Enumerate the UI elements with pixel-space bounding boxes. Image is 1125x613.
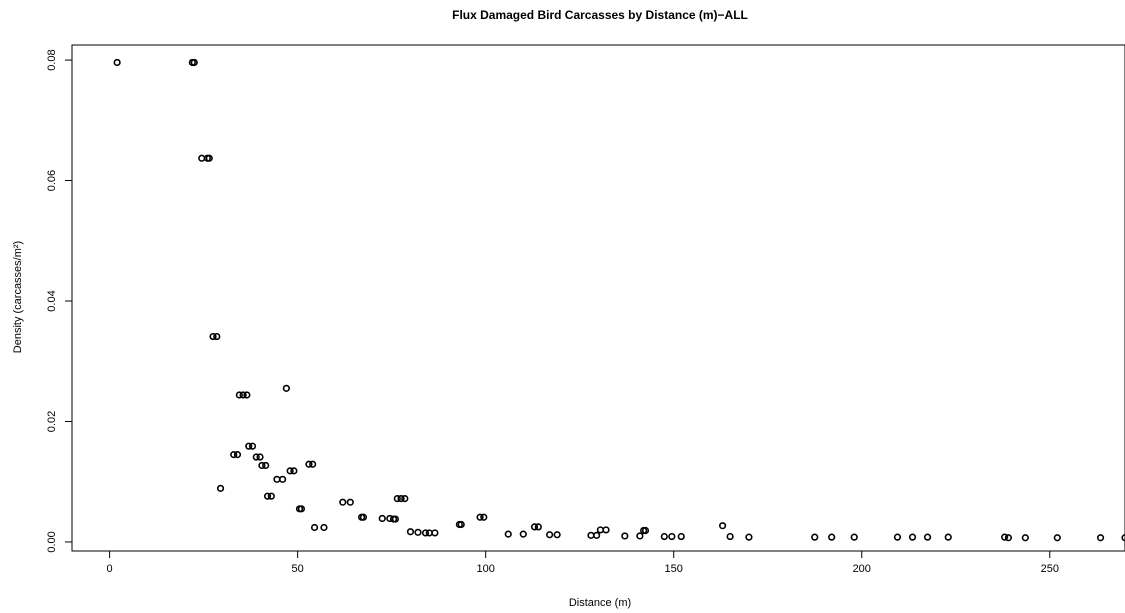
- data-point: [1001, 533, 1009, 541]
- data-point: [406, 528, 415, 536]
- data-point: [480, 513, 488, 521]
- data-point: [596, 526, 604, 534]
- data-point: [677, 532, 685, 541]
- data-point: [273, 475, 281, 483]
- data-point: [216, 484, 225, 492]
- data-point: [530, 523, 539, 531]
- data-point: [263, 492, 272, 500]
- data-point: [923, 533, 932, 541]
- data-point: [593, 531, 601, 539]
- y-tick-label: 0.02: [46, 411, 58, 432]
- x-tick-label: 0: [107, 563, 113, 575]
- y-axis-label: Density (carcasses/m²): [12, 241, 24, 353]
- data-point: [391, 515, 400, 523]
- data-point: [425, 529, 433, 537]
- data-point: [245, 442, 253, 450]
- data-point: [421, 529, 430, 537]
- data-point: [621, 532, 629, 540]
- data-point: [431, 529, 439, 537]
- data-point: [279, 475, 287, 483]
- data-point: [233, 451, 242, 459]
- data-point: [476, 513, 484, 521]
- plot-frame: [71, 44, 1125, 552]
- data-point: [641, 526, 650, 535]
- x-tick-label: 150: [665, 563, 683, 575]
- data-point: [828, 533, 836, 541]
- data-point: [414, 528, 422, 536]
- data-point: [378, 514, 386, 523]
- data-point: [850, 533, 858, 541]
- data-point: [258, 461, 266, 470]
- data-point: [587, 531, 595, 539]
- data-point: [553, 531, 561, 539]
- data-point: [209, 332, 217, 341]
- data-point: [248, 442, 257, 450]
- data-point: [290, 467, 298, 475]
- data-point: [546, 531, 554, 539]
- x-axis-label: Distance (m): [569, 597, 631, 609]
- data-point: [113, 58, 121, 67]
- x-tick-label: 250: [1041, 563, 1059, 575]
- y-tick-label: 0.08: [46, 49, 58, 70]
- data-point: [286, 467, 294, 475]
- y-tick-label: 0.04: [46, 290, 58, 311]
- data-point: [726, 532, 734, 541]
- x-axis: 0 50 100 150 200 250: [107, 551, 1059, 575]
- data-point: [519, 530, 527, 538]
- data-point: [908, 533, 917, 541]
- data-point: [320, 523, 328, 532]
- data-point: [504, 530, 512, 538]
- data-points: [113, 58, 1125, 542]
- data-point: [745, 533, 753, 541]
- data-point: [190, 58, 198, 67]
- data-point: [230, 451, 238, 459]
- x-tick-label: 50: [292, 563, 304, 575]
- data-point: [235, 391, 243, 399]
- data-point: [305, 460, 313, 468]
- data-point: [636, 532, 644, 540]
- data-point: [339, 498, 347, 506]
- data-point: [205, 154, 213, 162]
- data-point: [310, 523, 319, 532]
- data-point: [239, 391, 247, 399]
- data-point: [256, 453, 264, 461]
- data-point: [401, 494, 409, 503]
- data-point: [252, 453, 260, 461]
- data-point: [213, 332, 221, 341]
- data-point: [282, 384, 290, 392]
- chart-title: Flux Damaged Bird Carcasses by Distance …: [452, 8, 748, 22]
- data-point: [243, 391, 251, 399]
- data-point: [267, 492, 275, 500]
- data-point: [1053, 534, 1061, 542]
- data-point: [1021, 534, 1029, 542]
- y-axis: 0.00 0.02 0.04 0.06 0.08: [46, 49, 72, 553]
- y-tick-label: 0.00: [46, 531, 58, 552]
- data-point: [262, 461, 270, 470]
- data-point: [393, 494, 401, 503]
- data-point: [534, 523, 542, 531]
- data-point: [297, 505, 306, 513]
- data-point: [359, 513, 368, 521]
- data-point: [198, 154, 206, 162]
- data-point: [457, 520, 465, 529]
- x-tick-label: 200: [853, 563, 871, 575]
- data-point: [668, 532, 676, 541]
- data-point: [1096, 534, 1105, 542]
- data-point: [660, 532, 668, 541]
- data-point: [602, 526, 610, 534]
- data-point: [893, 533, 902, 541]
- x-tick-label: 100: [476, 563, 494, 575]
- data-point: [346, 498, 354, 506]
- data-point: [944, 533, 952, 541]
- data-point: [811, 533, 819, 541]
- data-point: [1004, 534, 1013, 542]
- data-point: [397, 494, 405, 503]
- data-point: [719, 522, 727, 530]
- y-tick-label: 0.06: [46, 170, 58, 191]
- data-point: [309, 460, 317, 468]
